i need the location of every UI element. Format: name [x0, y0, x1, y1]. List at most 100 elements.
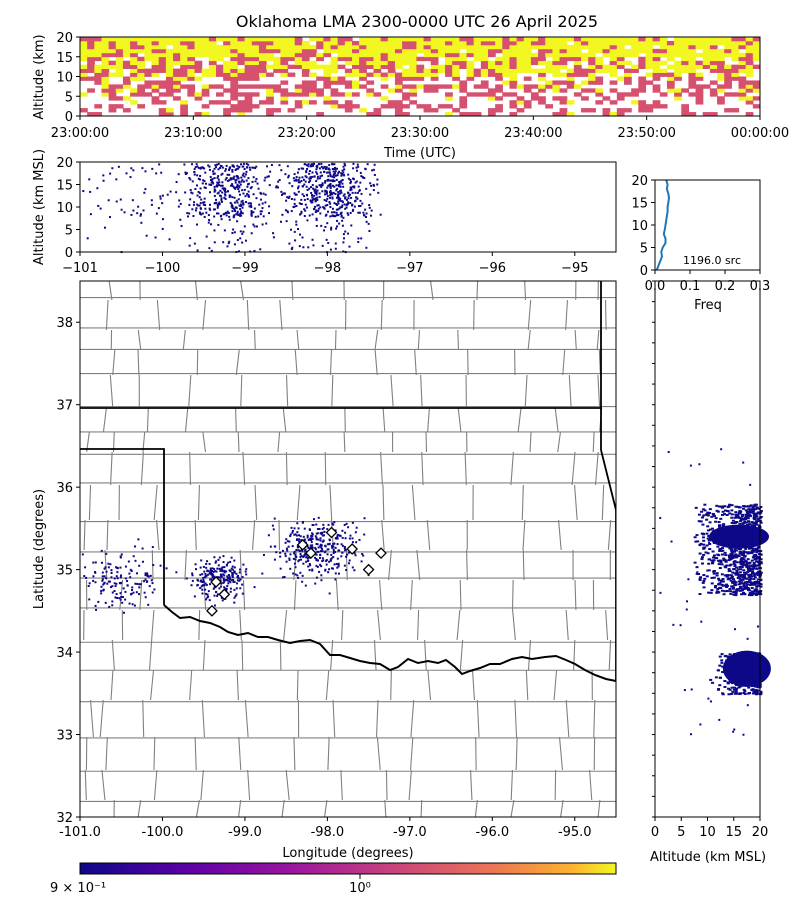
lon-alt-point — [220, 165, 223, 168]
time-cell — [731, 72, 740, 77]
lon-alt-point — [350, 224, 353, 227]
source-point — [321, 528, 324, 531]
time-cell — [509, 37, 518, 42]
time-cell — [258, 100, 267, 105]
lon-alt-point — [252, 176, 255, 179]
lon-alt-point — [223, 193, 226, 196]
county-line — [510, 451, 514, 486]
lon-alt-point — [332, 191, 335, 194]
source-point — [220, 567, 223, 570]
time-cell — [652, 88, 661, 93]
time-cell — [666, 56, 675, 62]
lon-alt-point — [364, 167, 367, 170]
lon-alt-point — [264, 176, 267, 179]
source-point — [229, 560, 232, 563]
panhandle-border — [80, 448, 165, 605]
county-line — [510, 769, 514, 801]
source-point — [149, 574, 152, 577]
time-cell — [702, 40, 711, 46]
time-cell — [702, 60, 711, 66]
lon-alt-point — [227, 179, 230, 182]
county-line — [420, 799, 423, 817]
time-cell — [409, 37, 418, 42]
time-cell — [616, 108, 625, 113]
time-cell — [609, 37, 618, 42]
time-cell — [674, 96, 682, 101]
time-cell — [108, 48, 117, 54]
lon-alt-point — [194, 166, 197, 169]
alt-lat-point — [715, 574, 719, 577]
alt-lat-point — [711, 550, 715, 553]
source-point — [304, 552, 307, 555]
lon-alt-point — [283, 192, 286, 195]
alt-lat-point — [705, 518, 709, 521]
time-cell — [409, 76, 418, 81]
time-cell — [101, 56, 110, 62]
lon-alt-point — [340, 174, 343, 177]
source-point — [120, 581, 123, 584]
lon-alt-point — [343, 193, 346, 196]
time-xtick-label: 00:00:00 — [731, 126, 789, 141]
lon-alt-point — [321, 184, 324, 187]
time-cell — [602, 112, 611, 116]
alt-lat-point — [748, 592, 752, 595]
lon-alt-point — [217, 178, 220, 181]
time-cell — [573, 37, 582, 42]
alt-lat-point — [737, 583, 741, 586]
time-cell — [316, 37, 324, 42]
lon-alt-point — [333, 211, 336, 214]
county-line — [390, 374, 394, 409]
lon-alt-point — [326, 197, 329, 200]
time-cell — [359, 37, 367, 42]
alt-lat-point — [723, 574, 727, 577]
alt-lat-point — [747, 508, 751, 511]
time-cell — [538, 44, 546, 50]
time-cell — [466, 72, 475, 77]
lon-alt-point — [208, 183, 211, 186]
lon-alt-point — [314, 200, 317, 203]
time-cell — [373, 60, 382, 66]
alt-lat-xtick-label: 5 — [677, 825, 685, 840]
time-cell — [323, 100, 332, 105]
source-point — [340, 543, 343, 546]
alt-lat-point — [702, 580, 706, 583]
time-cell — [359, 52, 367, 58]
time-cell — [473, 56, 482, 62]
time-cell — [244, 52, 253, 58]
source-point — [233, 596, 236, 599]
lon-alt-point — [365, 187, 368, 190]
source-point — [213, 594, 216, 597]
lon-alt-point — [250, 204, 253, 207]
lon-alt-point — [311, 198, 314, 201]
lon-alt-point — [286, 165, 289, 168]
time-cell — [445, 104, 453, 109]
county-line — [331, 374, 334, 409]
time-cell — [115, 37, 124, 42]
lon-alt-point — [319, 206, 322, 209]
time-cell — [387, 64, 396, 69]
lon-alt-point — [220, 197, 223, 200]
lon-alt-point — [372, 168, 375, 171]
time-cell — [702, 48, 711, 54]
lon-alt-point — [342, 171, 345, 174]
alt-lat-point — [747, 587, 751, 590]
lon-alt-point — [102, 174, 105, 177]
source-point — [220, 575, 223, 578]
lon-alt-point — [322, 206, 325, 209]
alt-lat-point — [720, 653, 724, 656]
time-cell — [158, 64, 167, 69]
alt-lat-point — [711, 561, 715, 564]
time-cell — [516, 48, 525, 54]
source-point — [294, 555, 297, 558]
time-cell — [638, 64, 647, 69]
lon-alt-point — [305, 171, 308, 174]
time-cell — [165, 68, 174, 73]
source-point — [196, 584, 199, 587]
time-cell — [101, 37, 110, 42]
lon-alt-point — [303, 198, 306, 201]
source-point — [231, 568, 234, 571]
time-cell — [94, 80, 103, 85]
lon-alt-point — [249, 202, 252, 205]
source-point — [332, 556, 335, 559]
county-line — [421, 451, 424, 486]
